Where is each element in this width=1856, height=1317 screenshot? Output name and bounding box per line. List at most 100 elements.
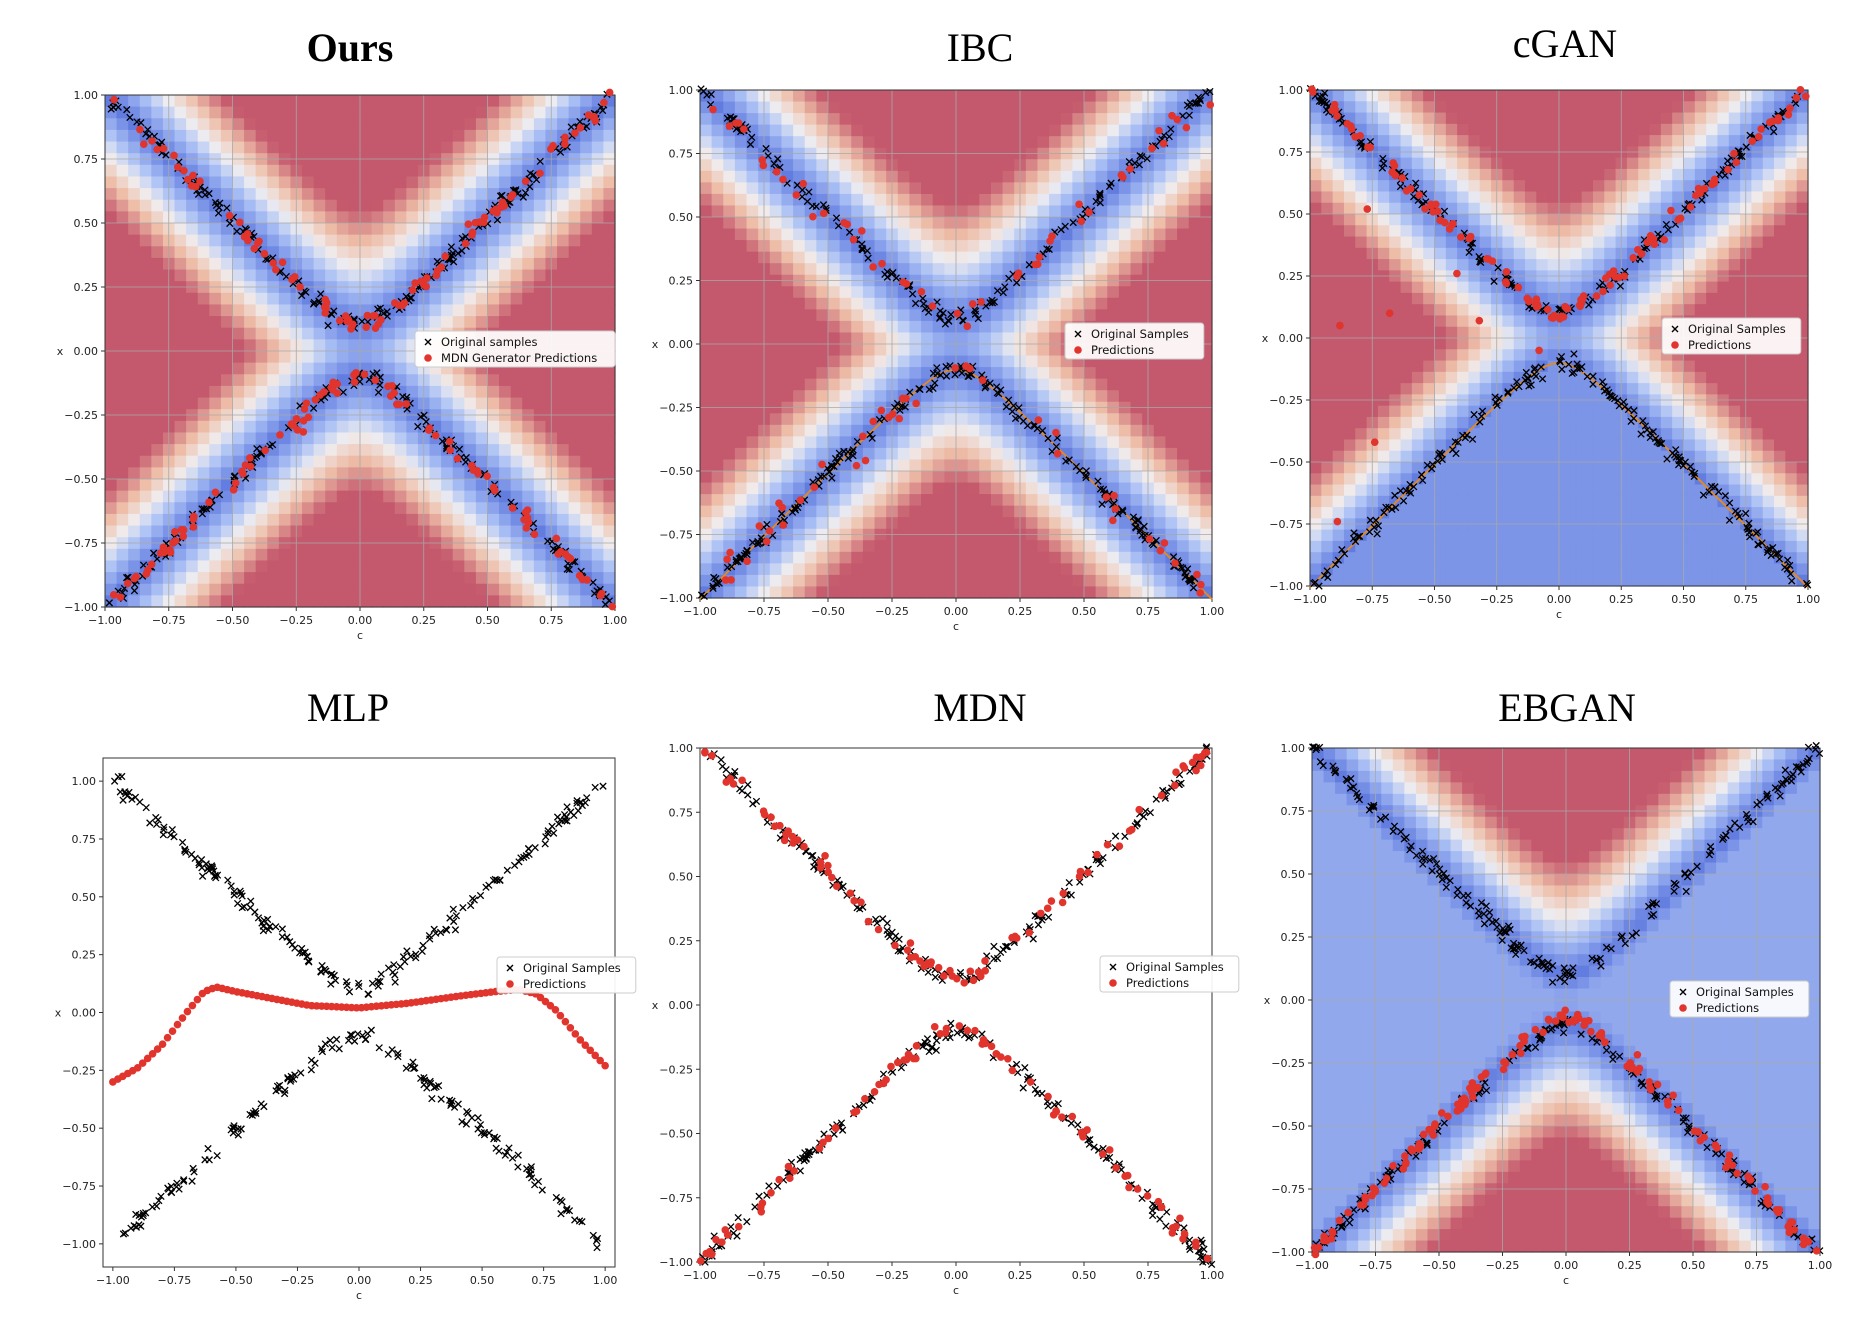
heatmap-cell — [1049, 390, 1061, 402]
heatmap-cell — [944, 425, 956, 437]
heatmap-cell — [1037, 217, 1049, 229]
heatmap-cell — [302, 456, 314, 468]
heatmap-cell — [522, 595, 534, 607]
heatmap-cell — [1177, 413, 1189, 425]
heatmap-cell — [534, 479, 546, 491]
heatmap-cell — [592, 560, 604, 572]
heatmap-cell — [569, 235, 581, 247]
heatmap-cell — [592, 211, 604, 223]
heatmap-cell — [221, 258, 233, 270]
heatmap-cell — [244, 351, 256, 363]
heatmap-cell — [840, 506, 852, 518]
heatmap-cell — [1119, 367, 1131, 379]
heatmap-cell — [700, 494, 712, 506]
heatmap-cell — [580, 421, 592, 433]
heatmap-cell — [747, 379, 759, 391]
heatmap-cell — [325, 456, 337, 468]
heatmap-cell — [267, 339, 279, 351]
heatmap-cell — [511, 258, 523, 270]
heatmap-cell — [851, 379, 863, 391]
heatmap-cell — [488, 304, 500, 316]
heatmap-cell — [747, 286, 759, 298]
heatmap-cell — [117, 560, 129, 572]
heatmap-cell — [499, 165, 511, 177]
prediction-marker — [878, 407, 886, 415]
heatmap-cell — [1165, 102, 1177, 114]
heatmap-cell — [279, 491, 291, 503]
heatmap-cell — [863, 563, 875, 575]
heatmap-cell — [1310, 169, 1322, 181]
heatmap-cell — [534, 584, 546, 596]
heatmap-cell — [569, 398, 581, 410]
heatmap-cell — [499, 176, 511, 188]
heatmap-cell — [198, 560, 210, 572]
heatmap-cell — [395, 211, 407, 223]
heatmap-cell — [140, 444, 152, 456]
heatmap-cell — [933, 483, 945, 495]
heatmap-cell — [395, 142, 407, 154]
heatmap-cell — [175, 444, 187, 456]
heatmap-cell — [1037, 494, 1049, 506]
heatmap-cell — [1096, 113, 1108, 125]
heatmap-cell — [793, 448, 805, 460]
heatmap-cell — [267, 595, 279, 607]
heatmap-cell — [325, 211, 337, 223]
prediction-marker — [977, 298, 985, 306]
heatmap-cell — [1049, 205, 1061, 217]
heatmap-cell — [406, 456, 418, 468]
heatmap-cell — [805, 136, 817, 148]
heatmap-cell — [1003, 332, 1015, 344]
prediction-marker — [895, 415, 903, 423]
heatmap-cell — [1096, 517, 1108, 529]
heatmap-cell — [991, 586, 1003, 598]
prediction-marker — [598, 590, 606, 598]
heatmap-cell — [464, 502, 476, 514]
heatmap-cell — [117, 467, 129, 479]
heatmap-cell — [186, 223, 198, 235]
heatmap-cell — [991, 263, 1003, 275]
heatmap-cell — [1189, 413, 1201, 425]
heatmap-cell — [1310, 304, 1322, 316]
heatmap-cell — [1072, 563, 1084, 575]
heatmap-cell — [747, 448, 759, 460]
heatmap-cell — [476, 246, 488, 258]
heatmap-cell — [956, 586, 968, 598]
heatmap-cell — [476, 293, 488, 305]
heatmap-cell — [1119, 113, 1131, 125]
heatmap-cell — [128, 502, 140, 514]
heatmap-cell — [383, 421, 395, 433]
heatmap-cell — [302, 176, 314, 188]
heatmap-cell — [511, 432, 523, 444]
heatmap-cell — [360, 293, 372, 305]
heatmap-cell — [302, 502, 314, 514]
heatmap-cell — [279, 386, 291, 398]
prediction-marker — [110, 591, 118, 599]
heatmap-cell — [302, 444, 314, 456]
heatmap-cell — [1003, 321, 1015, 333]
heatmap-cell — [592, 316, 604, 328]
heatmap-cell — [816, 390, 828, 402]
heatmap-cell — [233, 130, 245, 142]
heatmap-cell — [534, 316, 546, 328]
heatmap-cell — [933, 286, 945, 298]
heatmap-cell — [256, 165, 268, 177]
heatmap-cell — [875, 344, 887, 356]
heatmap-cell — [198, 479, 210, 491]
heatmap-cell — [453, 398, 465, 410]
heatmap-cell — [233, 363, 245, 375]
heatmap-cell — [1119, 448, 1131, 460]
heatmap-cell — [117, 95, 129, 107]
heatmap-cell — [209, 526, 221, 538]
heatmap-cell — [747, 298, 759, 310]
heatmap-cell — [314, 316, 326, 328]
prediction-marker — [779, 521, 787, 529]
heatmap-cell — [805, 321, 817, 333]
heatmap-cell — [1119, 125, 1131, 137]
prediction-marker — [312, 396, 320, 404]
heatmap-cell — [933, 540, 945, 552]
heatmap-cell — [1131, 102, 1143, 114]
heatmap-cell — [921, 125, 933, 137]
heatmap-cell — [372, 107, 384, 119]
heatmap-cell — [499, 560, 511, 572]
heatmap-cell — [395, 467, 407, 479]
